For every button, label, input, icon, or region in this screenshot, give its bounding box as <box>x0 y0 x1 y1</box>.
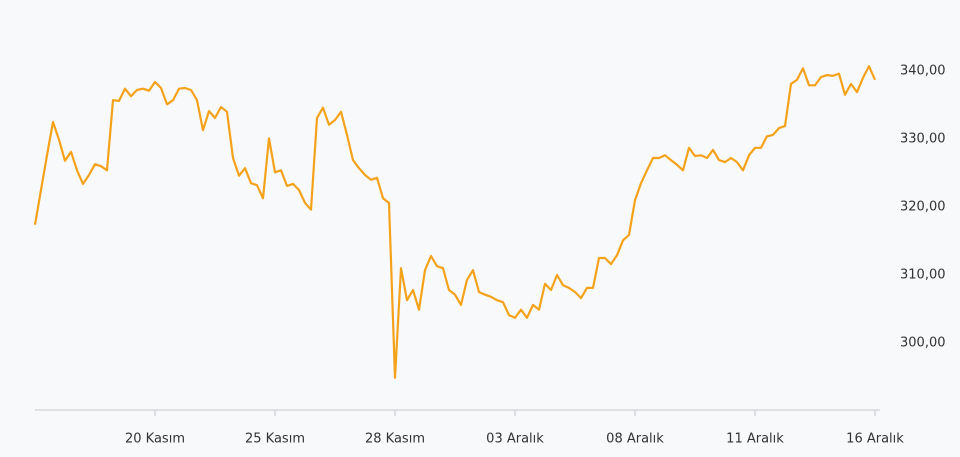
x-tick-label: 03 Aralık <box>486 432 544 447</box>
y-tick-label: 310,00 <box>900 268 946 283</box>
x-tick-label: 20 Kasım <box>125 432 185 447</box>
x-tick-label: 16 Aralık <box>846 432 904 447</box>
x-tick-label: 25 Kasım <box>245 432 305 447</box>
y-tick-label: 300,00 <box>900 336 946 351</box>
x-tick-label: 08 Aralık <box>606 432 664 447</box>
y-tick-label: 320,00 <box>900 200 946 215</box>
x-tick-label: 28 Kasım <box>365 432 425 447</box>
x-tick-label: 11 Aralık <box>726 432 784 447</box>
y-tick-label: 340,00 <box>900 64 946 79</box>
price-line <box>33 65 877 379</box>
y-tick-label: 330,00 <box>900 132 946 147</box>
